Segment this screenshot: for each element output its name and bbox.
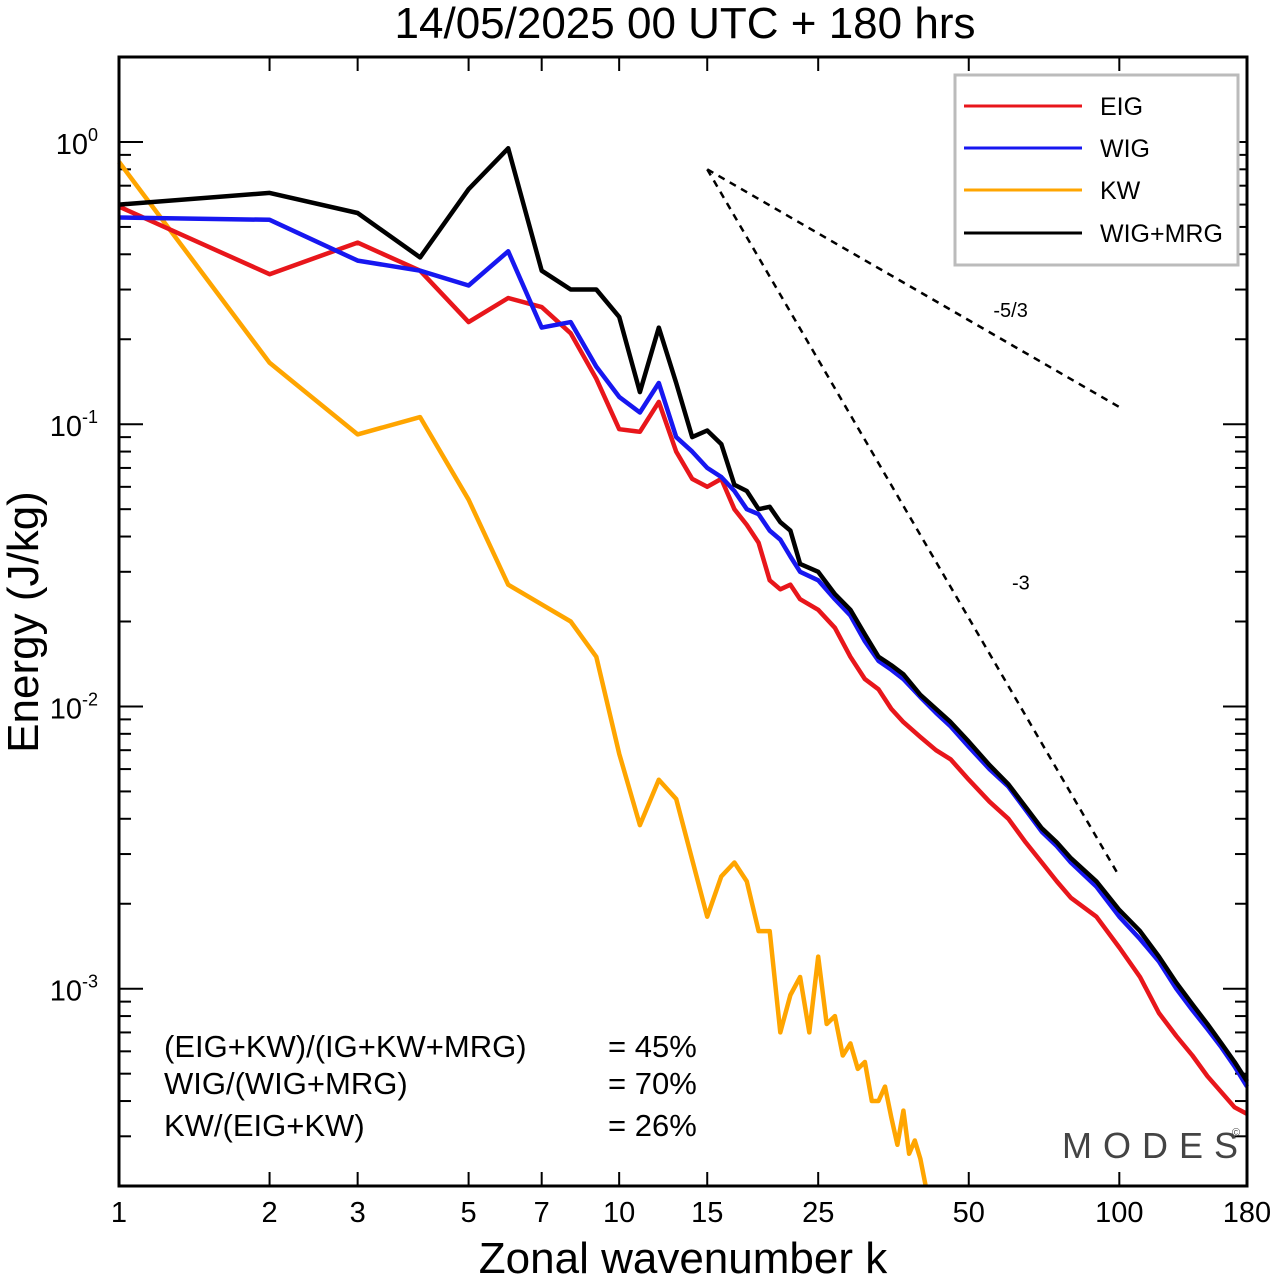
legend-label-kw: KW — [1100, 177, 1141, 205]
x-tick-label: 50 — [953, 1197, 985, 1229]
legend-label-eig: EIG — [1100, 93, 1143, 121]
series-line-wig — [118, 215, 1249, 1088]
y-axis-label: Energy (J/kg) — [0, 491, 48, 753]
y-tick-label: 10-2 — [50, 689, 98, 725]
reference-line-label: -5/3 — [993, 300, 1027, 322]
stat-value-wig: = 70% — [608, 1066, 697, 1101]
legend-entry-kw: KW — [964, 177, 1141, 205]
copyright-mark: © — [1232, 1127, 1240, 1139]
reference-line — [706, 168, 1120, 409]
y-tick-labels: 100 10-1 10-2 10-3 — [50, 125, 98, 1008]
x-tick-label: 25 — [802, 1197, 834, 1229]
x-tick-label: 2 — [261, 1197, 277, 1229]
legend-entry-eig: EIG — [964, 93, 1143, 121]
y-tick-label: 10-1 — [50, 407, 98, 443]
plot-frame — [117, 55, 1249, 1188]
stat-value-eig-kw: = 45% — [608, 1029, 697, 1064]
reference-line-label: -3 — [1012, 572, 1030, 594]
x-tick-label: 100 — [1095, 1197, 1143, 1229]
brand-name: MODES — [1062, 1125, 1249, 1166]
legend-entry-wig: WIG — [964, 135, 1150, 163]
x-tick-labels: 1 2 3 5 7 10 15 25 50 100 180 — [111, 1197, 1271, 1229]
chart-title: 14/05/2025 00 UTC + 180 hrs — [395, 0, 976, 48]
series-line-eig — [118, 204, 1249, 1116]
legend-label-wig-mrg: WIG+MRG — [1100, 220, 1223, 248]
x-tick-label: 1 — [111, 1197, 127, 1229]
x-axis-label: Zonal wavenumber k — [479, 1234, 888, 1281]
legend-label-wig: WIG — [1100, 135, 1150, 163]
legend: EIG WIG KW WIG+MRG — [953, 73, 1240, 267]
x-tick-label: 15 — [691, 1197, 723, 1229]
x-tick-label: 5 — [461, 1197, 477, 1229]
stat-label-kw: KW/(EIG+KW) — [164, 1108, 365, 1143]
stat-label-wig: WIG/(WIG+MRG) — [164, 1066, 408, 1101]
legend-entry-wig-mrg: WIG+MRG — [964, 220, 1223, 248]
data-series — [117, 146, 1249, 1187]
modes-logo: MODES © — [1062, 1125, 1249, 1166]
stat-value-kw: = 26% — [608, 1108, 697, 1143]
y-tick-label: 10-3 — [50, 972, 98, 1008]
reference-line — [706, 168, 1121, 878]
series-line-kw — [117, 160, 928, 1187]
reference-slope-lines: -5/3 -3 — [706, 168, 1121, 878]
series-line-wig-mrg — [118, 146, 1249, 1083]
x-tick-label: 180 — [1223, 1197, 1271, 1229]
stat-label-eig-kw: (EIG+KW)/(IG+KW+MRG) — [164, 1029, 527, 1064]
x-tick-label: 7 — [534, 1197, 550, 1229]
x-tick-label: 10 — [603, 1197, 635, 1229]
ratio-stats: (EIG+KW)/(IG+KW+MRG) = 45% WIG/(WIG+MRG)… — [164, 1029, 697, 1143]
x-tick-label: 3 — [350, 1197, 366, 1229]
y-tick-label: 100 — [56, 125, 98, 161]
